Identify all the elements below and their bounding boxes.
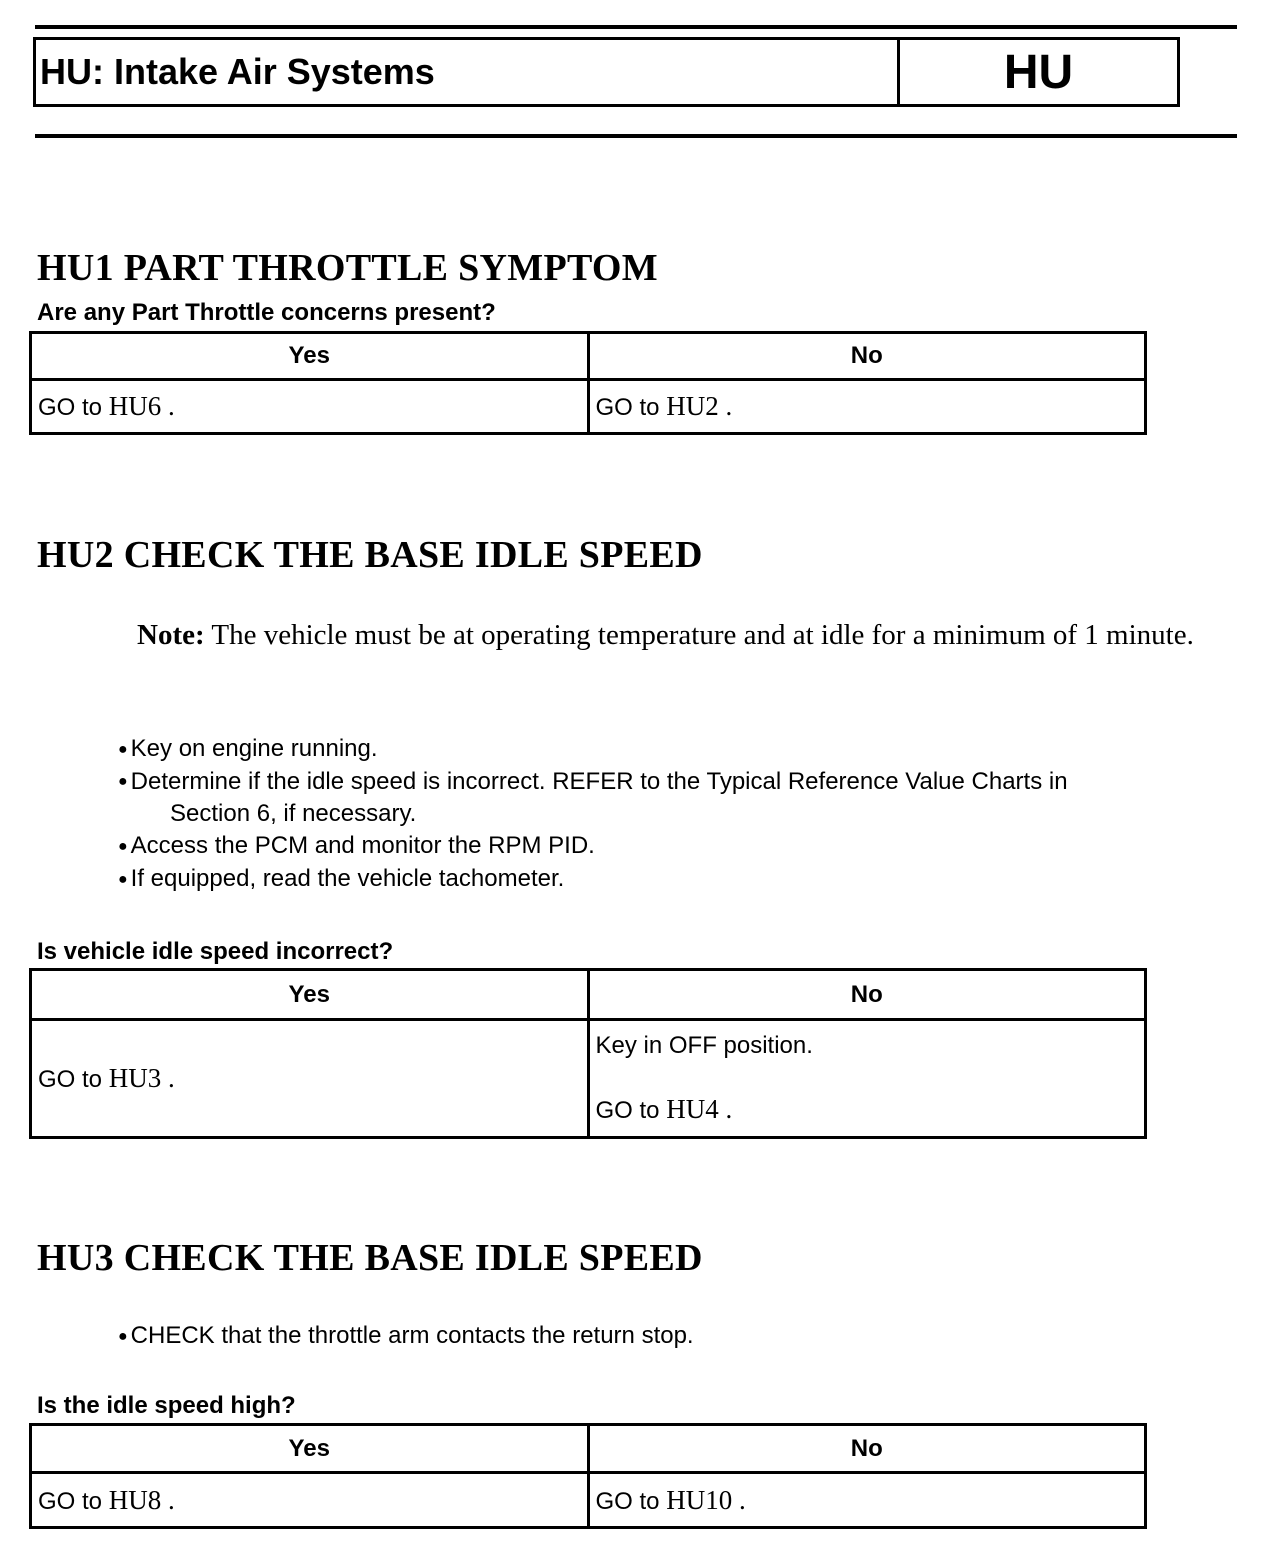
hu2-table: Yes No GO to HU3 . Key in OFF position. GO… [29, 968, 1147, 1139]
hu3-table: Yes No GO to HU8 . GO to HU10 . [29, 1423, 1147, 1529]
bullet-item: ● If equipped, read the vehicle tachomete… [118, 864, 565, 892]
bullet-item: ● Determine if the idle speed is incorrec… [118, 767, 1068, 828]
hu3-question: Is the idle speed high? [37, 1392, 296, 1419]
yes-cell: GO to HU8 . [29, 1471, 590, 1529]
hu3-bullets: ● CHECK that the throttle arm contacts th… [118, 1320, 694, 1353]
no-instruction: Key in OFF position. [595, 1032, 813, 1059]
yes-header: Yes [29, 968, 590, 1021]
hu1-table: Yes No GO to HU6 . GO to HU2 . [29, 331, 1147, 435]
hu2-bullets: ● Key on engine running. ● Determine if th… [118, 733, 1068, 896]
yes-header: Yes [29, 1423, 590, 1474]
hu1-heading: HU1 PART THROTTLE SYMPTOM [37, 247, 658, 289]
hu2-question: Is vehicle idle speed incorrect? [37, 938, 394, 965]
bullet-item: ● Access the PCM and monitor the RPM PID. [118, 832, 595, 860]
no-header: No [586, 1423, 1147, 1474]
yes-cell: GO to HU3 . [29, 1018, 590, 1139]
note-text: The vehicle must be at operating tempera… [204, 619, 1194, 651]
hu2-note: Note: The vehicle must be at operating t… [137, 616, 1227, 654]
go-to-label: GO to [38, 1487, 103, 1515]
yes-cell: GO to HU6 . [29, 378, 590, 435]
section-header: HU: Intake Air Systems HU [33, 37, 1180, 107]
no-cell: GO to HU10 . [586, 1471, 1147, 1529]
go-to-label: GO to [595, 1487, 660, 1515]
go-to-label: GO to [38, 1066, 103, 1093]
go-to-label: GO to [595, 1097, 660, 1124]
bullet-item: ● Key on engine running. [118, 735, 378, 762]
top-rule [35, 25, 1237, 29]
yes-header: Yes [29, 331, 590, 381]
link-hu6[interactable]: HU6 . [108, 391, 175, 421]
no-cell: Key in OFF position. GO to HU4 . [586, 1018, 1147, 1139]
hu3-heading: HU3 CHECK THE BASE IDLE SPEED [37, 1237, 703, 1279]
link-hu10[interactable]: HU10 . [666, 1484, 746, 1515]
hu2-heading: HU2 CHECK THE BASE IDLE SPEED [37, 534, 703, 576]
no-header: No [586, 331, 1147, 381]
note-label: Note: [137, 619, 205, 651]
go-to-label: GO to [595, 394, 660, 421]
section-code: HU [1003, 46, 1074, 99]
no-cell: GO to HU2 . [586, 378, 1147, 435]
link-hu4[interactable]: HU4 . [666, 1094, 733, 1124]
link-hu8[interactable]: HU8 . [108, 1484, 175, 1515]
no-header: No [586, 968, 1147, 1021]
bullet-item: ● CHECK that the throttle arm contacts th… [118, 1322, 694, 1349]
hu1-question: Are any Part Throttle concerns present? [37, 299, 496, 326]
link-hu3[interactable]: HU3 . [108, 1063, 175, 1093]
section-title: HU: Intake Air Systems [36, 40, 900, 104]
link-hu2[interactable]: HU2 . [666, 391, 733, 421]
header-rule [35, 134, 1237, 138]
go-to-label: GO to [38, 394, 103, 421]
